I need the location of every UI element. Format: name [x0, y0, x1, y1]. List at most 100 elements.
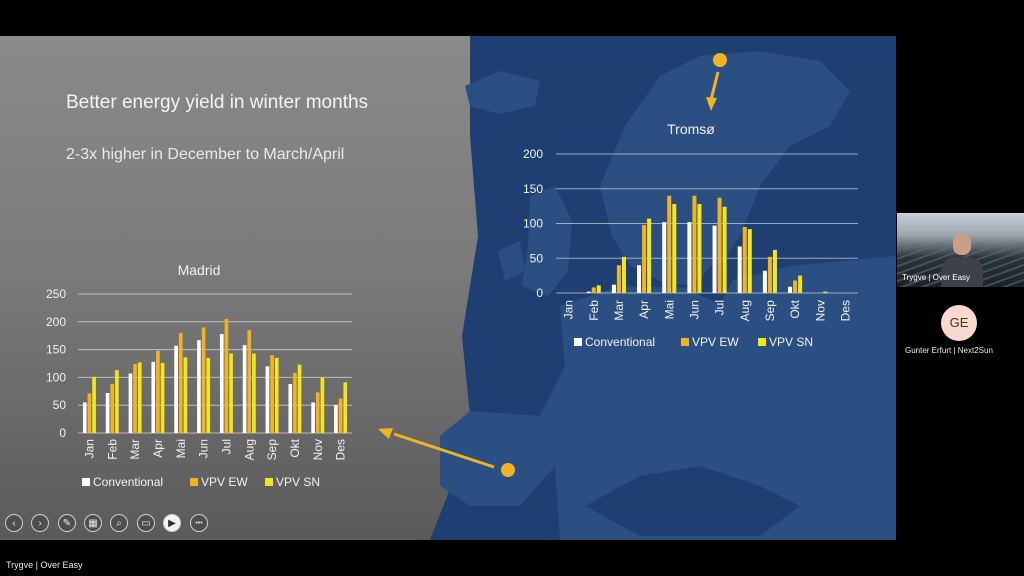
madrid-legend-label: VPV EW	[201, 475, 248, 489]
next-slide-button[interactable]: ›	[31, 514, 49, 532]
madrid-bar	[297, 364, 302, 433]
madrid-x-tick-label: Sep	[265, 439, 279, 461]
slide-sorter-button[interactable]: ▦	[84, 514, 102, 532]
madrid-bar	[274, 357, 279, 433]
madrid-x-tick-label: Aug	[242, 439, 256, 460]
madrid-bar	[92, 376, 96, 433]
tromso-bar	[722, 206, 727, 293]
zoom-button[interactable]: ⌕	[110, 514, 128, 532]
madrid-y-tick-label: 0	[59, 426, 66, 440]
tromso-y-tick-label: 150	[523, 182, 543, 196]
madrid-bar	[151, 361, 156, 433]
tromso-bar	[788, 286, 793, 293]
tromso-bar	[767, 256, 772, 293]
madrid-bar	[224, 319, 229, 433]
madrid-bar	[115, 370, 119, 433]
tromso-x-tick-label: Apr	[637, 300, 651, 319]
participant-avatar[interactable]: GE	[941, 305, 977, 341]
tromso-x-tick-label: Okt	[788, 299, 802, 318]
madrid-y-tick-label: 200	[46, 315, 66, 329]
madrid-bar	[229, 353, 233, 433]
madrid-marker	[501, 463, 515, 477]
presenter-name-label: Trygve | Over Easy	[6, 560, 83, 570]
madrid-bar	[128, 373, 133, 433]
tromso-bar	[672, 204, 677, 293]
madrid-bar	[82, 402, 87, 433]
tromso-x-tick-label: Aug	[738, 300, 752, 321]
madrid-bar	[105, 392, 110, 433]
tromso-bar	[793, 280, 798, 293]
madrid-bar	[338, 398, 343, 433]
tromso-x-tick-label: Mar	[612, 300, 626, 321]
tromso-legend-label: VPV SN	[769, 335, 813, 349]
tromso-chart-title: Tromsø	[667, 121, 715, 137]
tromso-bar	[621, 256, 626, 293]
madrid-bar	[219, 334, 224, 433]
madrid-bar	[320, 377, 325, 433]
more-options-button[interactable]: •••	[190, 514, 208, 532]
tromso-bar	[823, 291, 828, 293]
tromso-legend-swatch	[758, 338, 766, 346]
tromso-bar	[762, 270, 767, 293]
tromso-bar	[616, 265, 621, 293]
tromso-y-tick-label: 50	[530, 251, 544, 265]
tromso-x-tick-label: Jul	[713, 300, 727, 315]
tromso-bar	[647, 218, 652, 293]
tromso-bar	[586, 291, 591, 293]
tromso-bar	[692, 195, 697, 293]
subtitles-button[interactable]: ▭	[137, 514, 155, 532]
madrid-bar	[288, 384, 293, 433]
tromso-bar	[717, 197, 722, 293]
madrid-x-tick-label: Nov	[311, 439, 325, 460]
pen-tool-button[interactable]: ✎	[58, 514, 76, 532]
tromso-bar	[591, 287, 596, 293]
tromso-x-tick-label: Sep	[763, 300, 777, 322]
presenter-body	[941, 257, 983, 287]
tromso-x-tick-label: Nov	[813, 300, 827, 321]
participant-name: Gunter Erfurt | Next2Sun	[905, 346, 993, 355]
tromso-bar	[742, 226, 747, 293]
presentation-slide: Madrid 0 50 100 150 200 250 Jan Feb Mar Apr Mai Jun J…	[0, 36, 896, 540]
tromso-bar	[637, 265, 642, 293]
madrid-arrow-head	[378, 428, 393, 439]
madrid-bar	[178, 332, 183, 433]
madrid-bar	[174, 345, 178, 433]
video-tile-trygve[interactable]: Trygve | Over Easy	[897, 213, 1024, 287]
charts-layer: Madrid 0 50 100 150 200 250 Jan Feb Mar Apr Mai Jun J…	[46, 121, 858, 489]
tromso-bar	[667, 195, 672, 293]
madrid-bar	[252, 353, 256, 433]
madrid-y-tick-label: 50	[53, 398, 67, 412]
tromso-legend-swatch	[574, 338, 582, 346]
madrid-x-tick-label: Okt	[288, 438, 302, 457]
madrid-bar	[183, 357, 188, 433]
madrid-legend-swatch	[265, 478, 273, 486]
madrid-x-tick-label: Jun	[197, 439, 211, 458]
video-tile-name: Trygve | Over Easy	[902, 273, 971, 282]
madrid-y-tick-label: 100	[46, 370, 66, 384]
madrid-y-tick-label: 250	[46, 287, 66, 301]
madrid-bar	[247, 330, 252, 433]
tromso-bar	[687, 222, 692, 293]
tromso-y-tick-label: 0	[536, 286, 543, 300]
previous-slide-button[interactable]: ‹	[5, 514, 23, 532]
madrid-legend-label: VPV SN	[276, 475, 320, 489]
tromso-legend-label: VPV EW	[692, 335, 739, 349]
tromso-y-tick-label: 100	[523, 217, 543, 231]
tromso-x-tick-label: Mai	[662, 300, 676, 319]
presentation-toolbar: ‹ › ✎ ▦ ⌕ ▭ ▶ •••	[0, 514, 230, 536]
madrid-bar	[343, 382, 348, 433]
madrid-bar	[242, 345, 247, 433]
madrid-bar	[197, 340, 201, 433]
tromso-marker	[713, 53, 727, 67]
madrid-bar	[315, 392, 320, 433]
madrid-bar	[87, 393, 92, 433]
tromso-arrow-head	[706, 97, 717, 111]
europe-map: Madrid 0 50 100 150 200 250 Jan Feb Mar Apr Mai Jun J…	[46, 36, 896, 540]
camera-button[interactable]: ▶	[163, 514, 181, 532]
tromso-bar	[747, 229, 752, 293]
madrid-bar	[133, 364, 137, 433]
madrid-x-tick-label: Mar	[128, 439, 142, 460]
tromso-legend-swatch	[681, 338, 689, 346]
madrid-bar	[201, 327, 206, 433]
madrid-x-tick-label: Feb	[105, 439, 119, 460]
